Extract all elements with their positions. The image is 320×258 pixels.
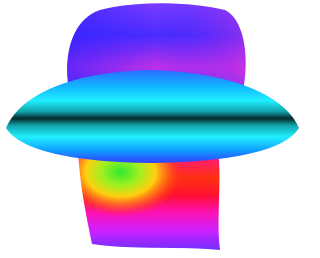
- saucer-rim: [6, 70, 299, 163]
- page: [0, 0, 303, 258]
- base-highlight: [78, 150, 220, 250]
- scene: [0, 0, 303, 258]
